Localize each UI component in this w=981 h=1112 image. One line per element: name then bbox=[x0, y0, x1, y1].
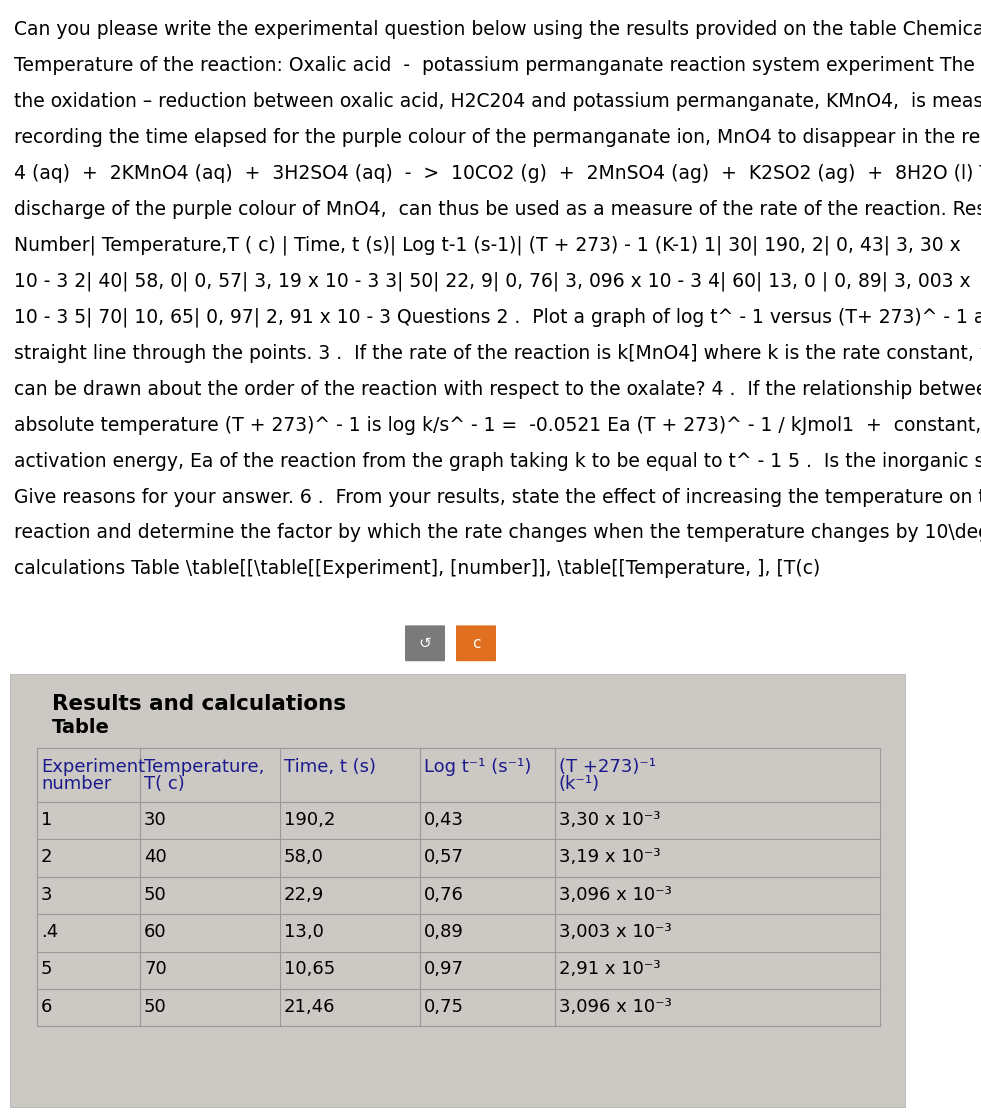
Text: 3,096 x 10⁻³: 3,096 x 10⁻³ bbox=[559, 997, 672, 1016]
Text: Temperature,: Temperature, bbox=[144, 757, 264, 776]
Text: 10 - 3 5| 70| 10, 65| 0, 97| 2, 91 x 10 - 3 Questions 2 .  Plot a graph of log t: 10 - 3 5| 70| 10, 65| 0, 97| 2, 91 x 10 … bbox=[14, 308, 981, 327]
Text: 40: 40 bbox=[144, 848, 167, 866]
FancyBboxPatch shape bbox=[456, 625, 496, 662]
Text: can be drawn about the order of the reaction with respect to the oxalate? 4 .  I: can be drawn about the order of the reac… bbox=[14, 379, 981, 398]
Text: the oxidation – reduction between oxalic acid, H2C204 and potassium permanganate: the oxidation – reduction between oxalic… bbox=[14, 92, 981, 111]
Text: T( c): T( c) bbox=[144, 775, 184, 794]
Text: 22,9: 22,9 bbox=[284, 885, 325, 904]
Text: Results and calculations: Results and calculations bbox=[52, 694, 346, 714]
Text: Can you please write the experimental question below using the results provided : Can you please write the experimental qu… bbox=[14, 20, 981, 39]
Text: 70: 70 bbox=[144, 961, 167, 979]
Text: 60: 60 bbox=[144, 923, 167, 941]
Text: 13,0: 13,0 bbox=[284, 923, 324, 941]
Text: 0,57: 0,57 bbox=[424, 848, 464, 866]
Text: 50: 50 bbox=[144, 885, 167, 904]
Text: 50: 50 bbox=[144, 997, 167, 1016]
Text: discharge of the purple colour of MnO4,  can thus be used as a measure of the ra: discharge of the purple colour of MnO4, … bbox=[14, 200, 981, 219]
Text: 21,46: 21,46 bbox=[284, 997, 336, 1016]
Text: 190,2: 190,2 bbox=[284, 811, 336, 828]
Text: calculations Table \table[[\table[[Experiment], [number]], \table[[Temperature, : calculations Table \table[[\table[[Exper… bbox=[14, 559, 820, 578]
FancyBboxPatch shape bbox=[405, 625, 445, 662]
Text: 5: 5 bbox=[41, 961, 53, 979]
Text: 0,76: 0,76 bbox=[424, 885, 464, 904]
Text: 2,91 x 10⁻³: 2,91 x 10⁻³ bbox=[559, 961, 660, 979]
Text: 3,003 x 10⁻³: 3,003 x 10⁻³ bbox=[559, 923, 672, 941]
Text: 10 - 3 2| 40| 58, 0| 0, 57| 3, 19 x 10 - 3 3| 50| 22, 9| 0, 76| 3, 096 x 10 - 3 : 10 - 3 2| 40| 58, 0| 0, 57| 3, 19 x 10 -… bbox=[14, 271, 970, 291]
Text: ↺: ↺ bbox=[419, 636, 432, 651]
Text: (k⁻¹): (k⁻¹) bbox=[559, 775, 600, 794]
Text: 3,19 x 10⁻³: 3,19 x 10⁻³ bbox=[559, 848, 660, 866]
Text: Experiment: Experiment bbox=[41, 757, 145, 776]
Text: absolute temperature (T + 273)^ - 1 is log k/s^ - 1 =  -0.0521 Ea (T + 273)^ - 1: absolute temperature (T + 273)^ - 1 is l… bbox=[14, 416, 981, 435]
Text: 2: 2 bbox=[41, 848, 53, 866]
Text: 3: 3 bbox=[41, 885, 53, 904]
Text: .4: .4 bbox=[41, 923, 58, 941]
Text: number: number bbox=[41, 775, 112, 794]
Text: Time, t (s): Time, t (s) bbox=[284, 757, 376, 776]
Text: c: c bbox=[472, 636, 481, 651]
Text: Log t⁻¹ (s⁻¹): Log t⁻¹ (s⁻¹) bbox=[424, 757, 532, 776]
Text: Number| Temperature,T ( c) | Time, t (s)| Log t-1 (s-1)| (T + 273) - 1 (K-1) 1| : Number| Temperature,T ( c) | Time, t (s)… bbox=[14, 236, 960, 256]
Text: 0,75: 0,75 bbox=[424, 997, 464, 1016]
Text: 6: 6 bbox=[41, 997, 52, 1016]
Text: 0,89: 0,89 bbox=[424, 923, 464, 941]
Text: 10,65: 10,65 bbox=[284, 961, 336, 979]
Text: straight line through the points. 3 .  If the rate of the reaction is k[MnO4] wh: straight line through the points. 3 . If… bbox=[14, 344, 981, 363]
Text: recording the time elapsed for the purple colour of the permanganate ion, MnO4 t: recording the time elapsed for the purpl… bbox=[14, 128, 981, 147]
Text: activation energy, Ea of the reaction from the graph taking k to be equal to t^ : activation energy, Ea of the reaction fr… bbox=[14, 451, 981, 470]
Text: 1: 1 bbox=[41, 811, 52, 828]
Text: 0,43: 0,43 bbox=[424, 811, 464, 828]
Text: 0,97: 0,97 bbox=[424, 961, 464, 979]
Text: Table: Table bbox=[52, 718, 110, 737]
Text: 30: 30 bbox=[144, 811, 167, 828]
Text: (T +273)⁻¹: (T +273)⁻¹ bbox=[559, 757, 656, 776]
Text: 3,30 x 10⁻³: 3,30 x 10⁻³ bbox=[559, 811, 660, 828]
Text: Give reasons for your answer. 6 .  From your results, state the effect of increa: Give reasons for your answer. 6 . From y… bbox=[14, 487, 981, 506]
Text: reaction and determine the factor by which the rate changes when the temperature: reaction and determine the factor by whi… bbox=[14, 524, 981, 543]
Text: 58,0: 58,0 bbox=[284, 848, 324, 866]
Text: 3,096 x 10⁻³: 3,096 x 10⁻³ bbox=[559, 885, 672, 904]
Text: Temperature of the reaction: Oxalic acid  -  potassium permanganate reaction sys: Temperature of the reaction: Oxalic acid… bbox=[14, 56, 981, 75]
Text: 4 (aq)  +  2KMnO4 (aq)  +  3H2SO4 (aq)  -  >  10CO2 (g)  +  2MnSO4 (ag)  +  K2SO: 4 (aq) + 2KMnO4 (aq) + 3H2SO4 (aq) - > 1… bbox=[14, 163, 981, 182]
